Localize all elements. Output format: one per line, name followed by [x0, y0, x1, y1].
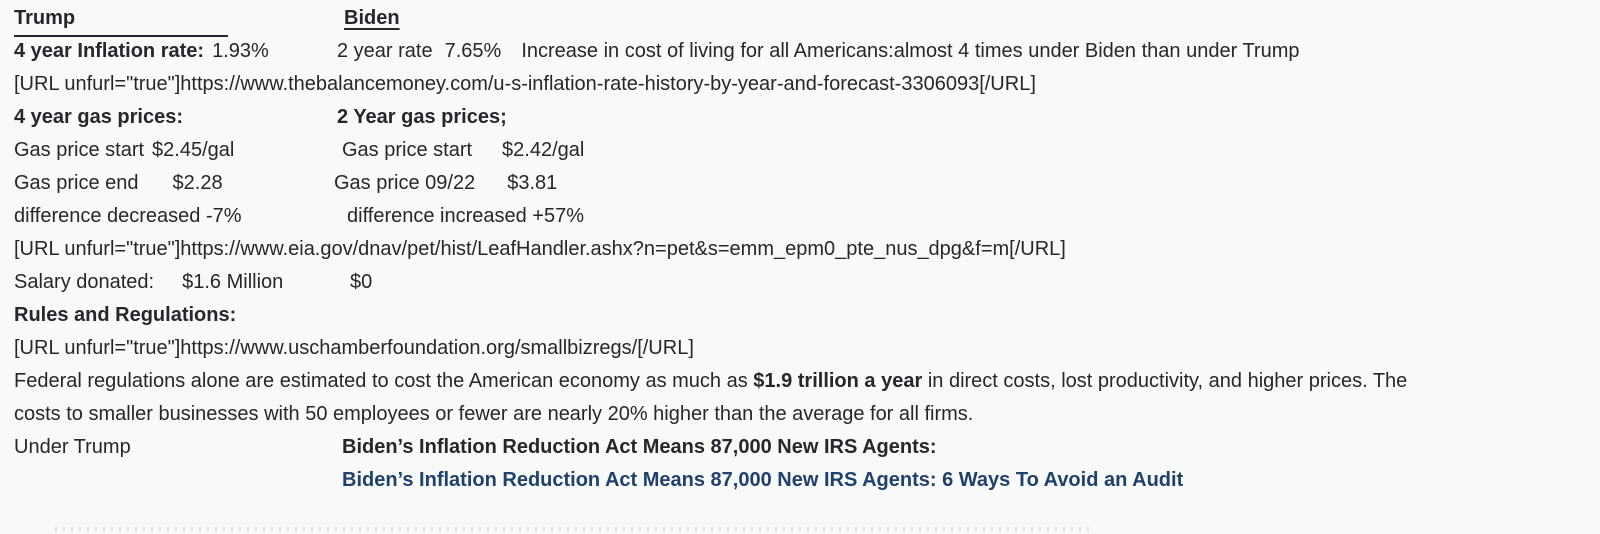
regulations-body-1a: Federal regulations alone are estimated …	[14, 370, 754, 392]
trump-gas-end-value: $2.28	[172, 172, 223, 194]
irs-headline: Biden’s Inflation Reduction Act Means 87…	[342, 436, 937, 458]
trump-gas-start-label: Gas price start	[14, 139, 145, 161]
biden-gas-end-cell: Gas price 09/22 $3.81	[334, 167, 557, 200]
gas-diff-row: difference decreased -7% difference incre…	[14, 200, 1600, 233]
inflation-rate-row: 4 year Inflation rate: 1.93% 2 year rate 7.…	[14, 35, 1600, 68]
trump-column-header: Trump	[14, 2, 228, 37]
regulations-body-line2: costs to smaller businesses with 50 empl…	[14, 403, 974, 425]
biden-gas-start-cell: Gas price start $2.42/gal	[342, 134, 584, 167]
column-headers: Trump Biden	[14, 2, 1600, 37]
trump-inflation-value: 1.93%	[212, 40, 269, 62]
trump-gas-end-label: Gas price end	[14, 172, 139, 194]
regulations-body-1c: in direct costs, lost productivity, and …	[922, 370, 1408, 392]
biden-gas-start-label: Gas price start	[342, 139, 473, 161]
salary-label: Salary donated:	[14, 271, 155, 293]
regulations-cost-bold: $1.9 trillion a year	[753, 370, 923, 392]
inflation-source-url: [URL unfurl="true"]https://www.thebalanc…	[14, 73, 1036, 95]
regulations-header: Rules and Regulations:	[14, 304, 237, 326]
biden-inflation-value: 7.65%	[444, 40, 502, 62]
regulations-source-url: [URL unfurl="true"]https://www.uschamber…	[14, 337, 694, 359]
inflation-note: Increase in cost of living for all Ameri…	[521, 40, 1300, 62]
trump-gas-header: 4 year gas prices:	[14, 106, 183, 128]
cutoff-text-remnant	[55, 527, 1095, 532]
biden-salary-value: $0	[350, 271, 373, 293]
trump-salary-value: $1.6 Million	[182, 271, 284, 293]
biden-gas-header: 2 Year gas prices;	[337, 106, 507, 128]
gas-end-row: Gas price end $2.28 Gas price 09/22 $3.81	[14, 167, 1600, 200]
irs-audit-link[interactable]: Biden’s Inflation Reduction Act Means 87…	[342, 469, 1184, 491]
gas-start-row: Gas price start $2.45/gal Gas price start $…	[14, 134, 1600, 167]
biden-gas-end-label: Gas price 09/22	[334, 172, 476, 194]
biden-gas-start-value: $2.42/gal	[502, 139, 585, 161]
under-trump-label: Under Trump	[14, 436, 131, 458]
trump-gas-diff: difference decreased -7%	[14, 205, 242, 227]
trump-gas-start-value: $2.45/gal	[152, 139, 235, 161]
biden-inflation-label: 2 year rate	[337, 40, 433, 62]
gas-headers-row: 4 year gas prices: 2 Year gas prices;	[14, 101, 1600, 134]
irs-row: Under Trump Biden’s Inflation Reduction A…	[14, 431, 1600, 464]
biden-gas-end-value: $3.81	[507, 172, 558, 194]
salary-row: Salary donated: $1.6 Million $0	[14, 266, 1600, 299]
irs-link-row: Biden’s Inflation Reduction Act Means 87…	[14, 464, 1600, 497]
trump-inflation-label: 4 year Inflation rate:	[14, 40, 205, 62]
biden-gas-diff: difference increased +57%	[347, 205, 585, 227]
regulations-body-line1: Federal regulations alone are estimated …	[14, 365, 1600, 398]
gas-source-url: [URL unfurl="true"]https://www.eia.gov/d…	[14, 238, 1066, 260]
biden-inflation-cell: 2 year rate 7.65% Increase in cost of livi…	[337, 35, 1299, 68]
biden-column-header: Biden	[344, 7, 400, 29]
